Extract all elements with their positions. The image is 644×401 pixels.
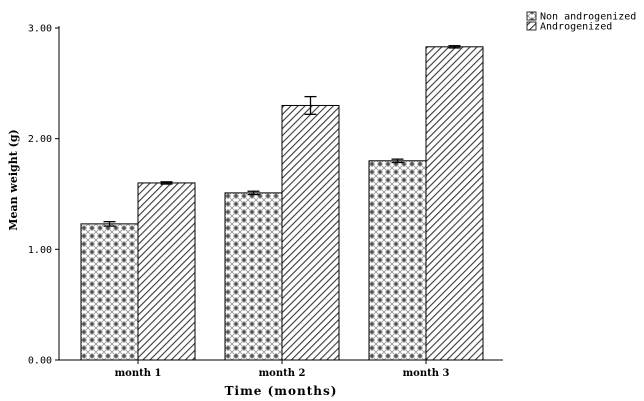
x-axis-label: Time (months)	[225, 384, 338, 398]
x-tick-label: month 1	[115, 368, 162, 379]
x-tick-label: month 2	[259, 368, 306, 379]
bar	[425, 46, 484, 361]
legend-swatch	[526, 11, 537, 21]
bar	[137, 182, 196, 361]
y-axis: 0.00 1.00 2.00 3.00	[28, 24, 60, 367]
legend-label: Non androgenized	[540, 12, 636, 23]
plot-area	[80, 45, 484, 361]
legend-label: Androgenized	[540, 22, 612, 33]
bar	[224, 192, 283, 361]
x-tick-label: month 3	[403, 368, 450, 379]
bar	[80, 223, 139, 361]
bar	[281, 104, 340, 361]
y-axis-label: Mean weight (g)	[7, 129, 20, 230]
legend-swatch	[526, 21, 537, 31]
y-tick-label: 1.00	[28, 245, 52, 256]
y-tick-label: 3.00	[28, 24, 52, 35]
y-tick-label: 0.00	[28, 356, 52, 367]
y-tick-label: 2.00	[28, 134, 52, 145]
bar	[368, 160, 427, 361]
x-axis: month 1 month 2 month 3	[59, 359, 503, 379]
